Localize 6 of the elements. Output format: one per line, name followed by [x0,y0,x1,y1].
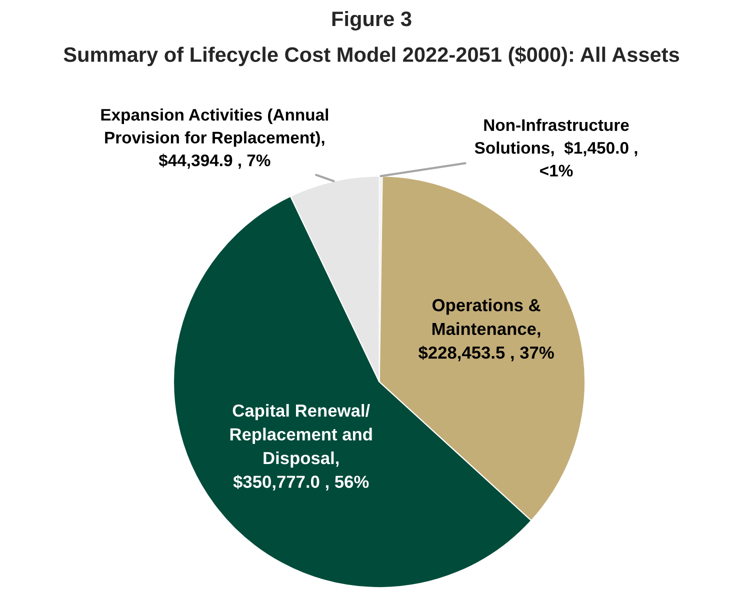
chart-title: Figure 3 [332,10,412,30]
slice-label: Expansion Activities (Annual Provision for Replacement), $44,394.9 , 7% [101,108,328,169]
slice-label: Non-Infrastructure Solutions, $1,450.0 , <1% [474,118,638,177]
chart-subtitle: Summary of Lifecycle Cost Model 2022-2051 ($000): All Assets [64,46,680,66]
slice-label: Operations & Maintenance, $228,453.5 , 37% [418,298,554,362]
slice-label: Capital Renewal/ Replacement and Disposal, $350,777.0 , 56% [230,404,372,490]
